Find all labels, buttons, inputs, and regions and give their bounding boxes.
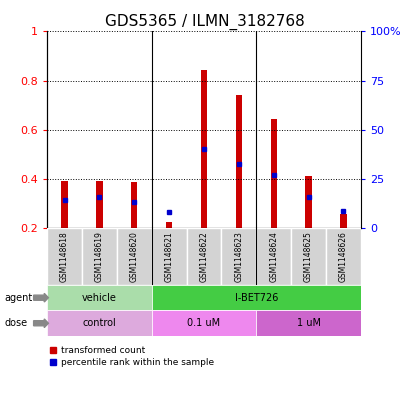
Text: GSM1148620: GSM1148620 [130,231,138,282]
Text: I-BET726: I-BET726 [234,293,277,303]
FancyBboxPatch shape [186,228,221,285]
FancyBboxPatch shape [256,228,290,285]
Bar [96,181,102,228]
Bar [131,182,137,228]
Legend: transformed count, percentile rank within the sample: transformed count, percentile rank withi… [45,342,217,371]
Text: GSM1148619: GSM1148619 [95,231,103,282]
Text: GDS5365 / ILMN_3182768: GDS5365 / ILMN_3182768 [105,14,304,30]
Text: agent: agent [4,293,32,303]
Text: 1 uM: 1 uM [296,318,320,328]
Text: control: control [82,318,116,328]
FancyBboxPatch shape [151,310,256,336]
Text: GSM1148624: GSM1148624 [269,231,277,282]
FancyBboxPatch shape [151,228,186,285]
Text: GSM1148626: GSM1148626 [338,231,347,282]
Bar [235,95,241,228]
Bar [166,222,172,228]
Bar [200,70,207,228]
Text: GSM1148622: GSM1148622 [199,231,208,282]
Text: GSM1148618: GSM1148618 [60,231,69,282]
FancyBboxPatch shape [47,228,82,285]
Text: dose: dose [4,318,27,328]
Bar [339,215,346,228]
Bar [61,181,67,228]
FancyBboxPatch shape [47,310,151,336]
FancyBboxPatch shape [325,228,360,285]
FancyBboxPatch shape [82,228,117,285]
Text: GSM1148625: GSM1148625 [303,231,312,282]
FancyBboxPatch shape [256,310,360,336]
FancyBboxPatch shape [151,285,360,310]
Bar [270,119,276,228]
Text: vehicle: vehicle [82,293,117,303]
FancyBboxPatch shape [117,228,151,285]
Text: 0.1 uM: 0.1 uM [187,318,220,328]
Text: GSM1148623: GSM1148623 [234,231,243,282]
FancyBboxPatch shape [221,228,256,285]
FancyBboxPatch shape [290,228,325,285]
Bar [305,176,311,228]
Text: GSM1148621: GSM1148621 [164,231,173,282]
FancyBboxPatch shape [47,285,151,310]
